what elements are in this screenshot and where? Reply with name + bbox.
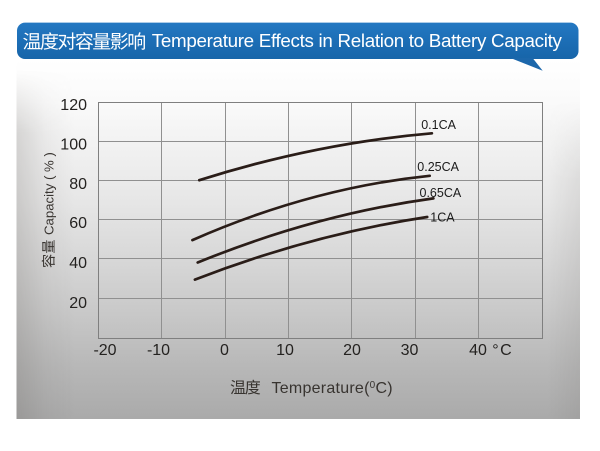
svg-text:20: 20 — [343, 342, 361, 359]
svg-text:100: 100 — [60, 137, 87, 154]
svg-text:0.65CA: 0.65CA — [420, 186, 462, 200]
svg-text:0.1CA: 0.1CA — [421, 118, 456, 132]
svg-text:0.25CA: 0.25CA — [417, 160, 459, 174]
svg-text:1CA: 1CA — [430, 211, 455, 225]
svg-text:0: 0 — [220, 342, 229, 359]
svg-text:°C: °C — [492, 342, 513, 359]
svg-text:Temperature(0C): Temperature(0C) — [272, 380, 393, 397]
svg-text:10: 10 — [276, 342, 294, 359]
svg-text:Temperature Effects in Relatio: Temperature Effects in Relation to Batte… — [152, 30, 563, 51]
svg-text:60: 60 — [69, 215, 87, 232]
svg-text:40: 40 — [69, 255, 87, 272]
svg-text:-10: -10 — [147, 342, 170, 359]
svg-text:-20: -20 — [93, 342, 116, 359]
svg-text:30: 30 — [401, 342, 419, 359]
svg-text:40: 40 — [469, 342, 487, 359]
svg-text:80: 80 — [69, 176, 87, 193]
svg-text:20: 20 — [69, 295, 87, 312]
svg-text:Capacity ( % ): Capacity ( % ) — [42, 152, 57, 235]
svg-text:120: 120 — [60, 97, 87, 114]
